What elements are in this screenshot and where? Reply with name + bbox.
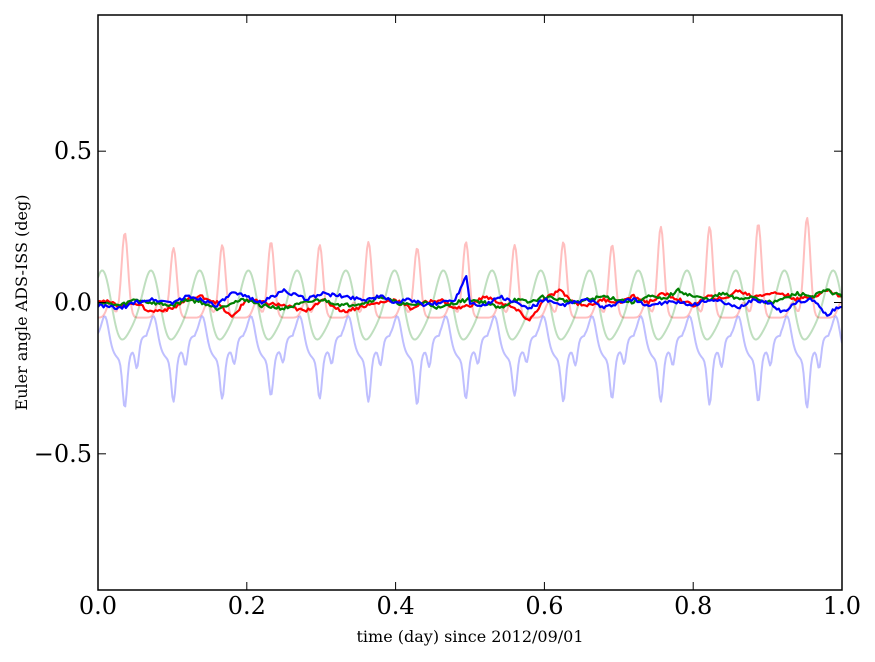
x-tick-label: 0.6 xyxy=(525,592,563,620)
x-axis-label: time (day) since 2012/09/01 xyxy=(356,627,583,646)
x-tick-label: 0.8 xyxy=(674,592,712,620)
series-line-yaw-faint xyxy=(98,315,842,409)
x-tick-label: 1.0 xyxy=(823,592,861,620)
y-tick-label: −0.5 xyxy=(34,440,92,468)
y-tick-label: 0.5 xyxy=(54,137,92,165)
series-line-pitch-faint xyxy=(98,269,842,341)
series-line-yaw xyxy=(98,275,842,317)
x-tick-label: 0.4 xyxy=(377,592,415,620)
axes-layer: 0.0 0.2 0.4 0.6 0.8 1.0 0.5 0.0 −0.5 xyxy=(34,14,861,620)
series-line-roll-faint xyxy=(98,217,842,319)
x-tick-label: 0.0 xyxy=(79,592,117,620)
y-tick-label: 0.0 xyxy=(54,289,92,317)
series-layer xyxy=(98,217,842,409)
y-axis-label: Euler angle ADS-ISS (deg) xyxy=(12,195,31,411)
x-tick-label: 0.2 xyxy=(228,592,266,620)
